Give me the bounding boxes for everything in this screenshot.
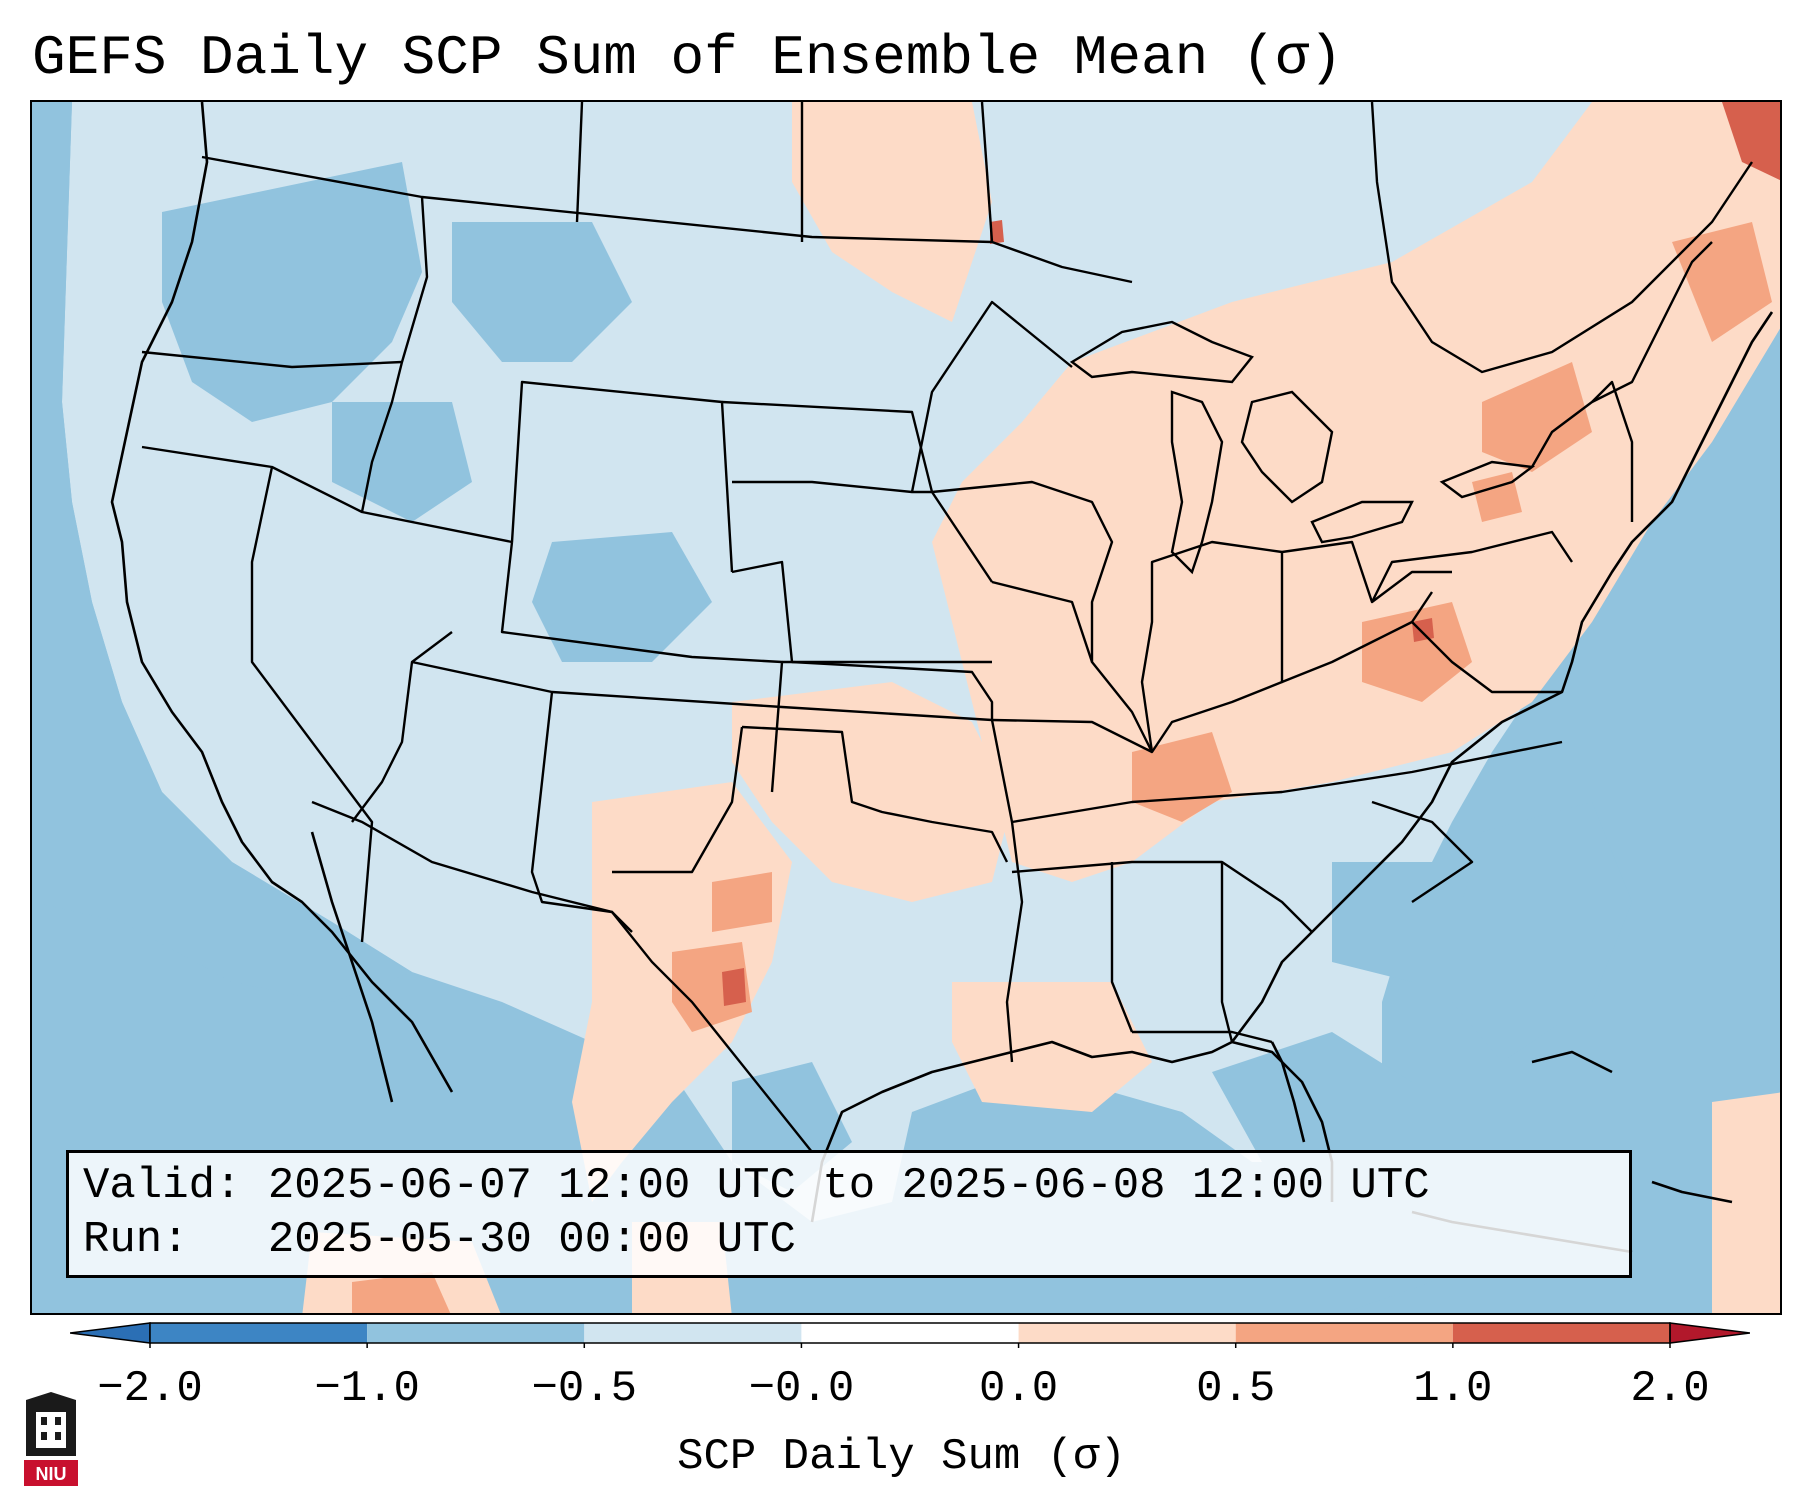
colorbar-tick-label: −2.0 bbox=[97, 1364, 203, 1414]
colorbar-bin bbox=[367, 1323, 585, 1343]
colorbar-tick-label: −0.0 bbox=[748, 1364, 855, 1414]
niu-logo-text: NIU bbox=[36, 1464, 67, 1484]
valid-value: 2025-06-07 12:00 UTC to 2025-06-08 12:00… bbox=[267, 1161, 1430, 1211]
colorbar-tick-label: 1.0 bbox=[1413, 1364, 1493, 1414]
colorbar-extend-high bbox=[1669, 1322, 1750, 1344]
strong-anomaly-patches bbox=[352, 222, 1772, 1313]
colorbar-tick-label: 0.0 bbox=[978, 1364, 1059, 1414]
colorbar-tick-label: −0.5 bbox=[531, 1364, 638, 1414]
colorbar bbox=[70, 1322, 1750, 1348]
run-value: 2025-05-30 00:00 UTC bbox=[267, 1215, 796, 1265]
colorbar-tick-label: 0.5 bbox=[1196, 1364, 1276, 1414]
colorbar-bin bbox=[1235, 1323, 1453, 1343]
colorbar-bin bbox=[150, 1323, 368, 1343]
great-lakes bbox=[1069, 320, 1536, 575]
run-line: Run: 2025-05-30 00:00 UTC bbox=[83, 1213, 1615, 1267]
run-label: Run: bbox=[83, 1215, 189, 1265]
validity-info-box: Valid: 2025-06-07 12:00 UTC to 2025-06-0… bbox=[66, 1150, 1632, 1278]
valid-line: Valid: 2025-06-07 12:00 UTC to 2025-06-0… bbox=[83, 1159, 1615, 1213]
colorbar-outline bbox=[149, 1322, 1671, 1344]
colorbar-label: SCP Daily Sum (σ) bbox=[677, 1432, 1126, 1482]
valid-label: Valid: bbox=[83, 1161, 242, 1211]
colorbar-extend-low bbox=[70, 1322, 151, 1344]
map-panel bbox=[30, 100, 1782, 1315]
colorbar-bin bbox=[1018, 1323, 1236, 1343]
negative-anomaly-patches bbox=[32, 102, 1632, 1313]
page-title: GEFS Daily SCP Sum of Ensemble Mean (σ) bbox=[32, 26, 1343, 90]
colorbar-bin bbox=[584, 1323, 802, 1343]
colorbar-tick-label: 2.0 bbox=[1630, 1364, 1710, 1414]
extreme-anomaly-patches bbox=[722, 102, 1780, 1006]
scp-map bbox=[32, 102, 1780, 1313]
international-borders bbox=[311, 102, 1753, 1153]
colorbar-tick-label: −1.0 bbox=[314, 1364, 420, 1414]
state-borders bbox=[141, 102, 1713, 1063]
niu-logo: NIU bbox=[24, 1392, 78, 1486]
colorbar-bin bbox=[801, 1323, 1019, 1343]
colorbar-bin bbox=[1452, 1323, 1670, 1343]
